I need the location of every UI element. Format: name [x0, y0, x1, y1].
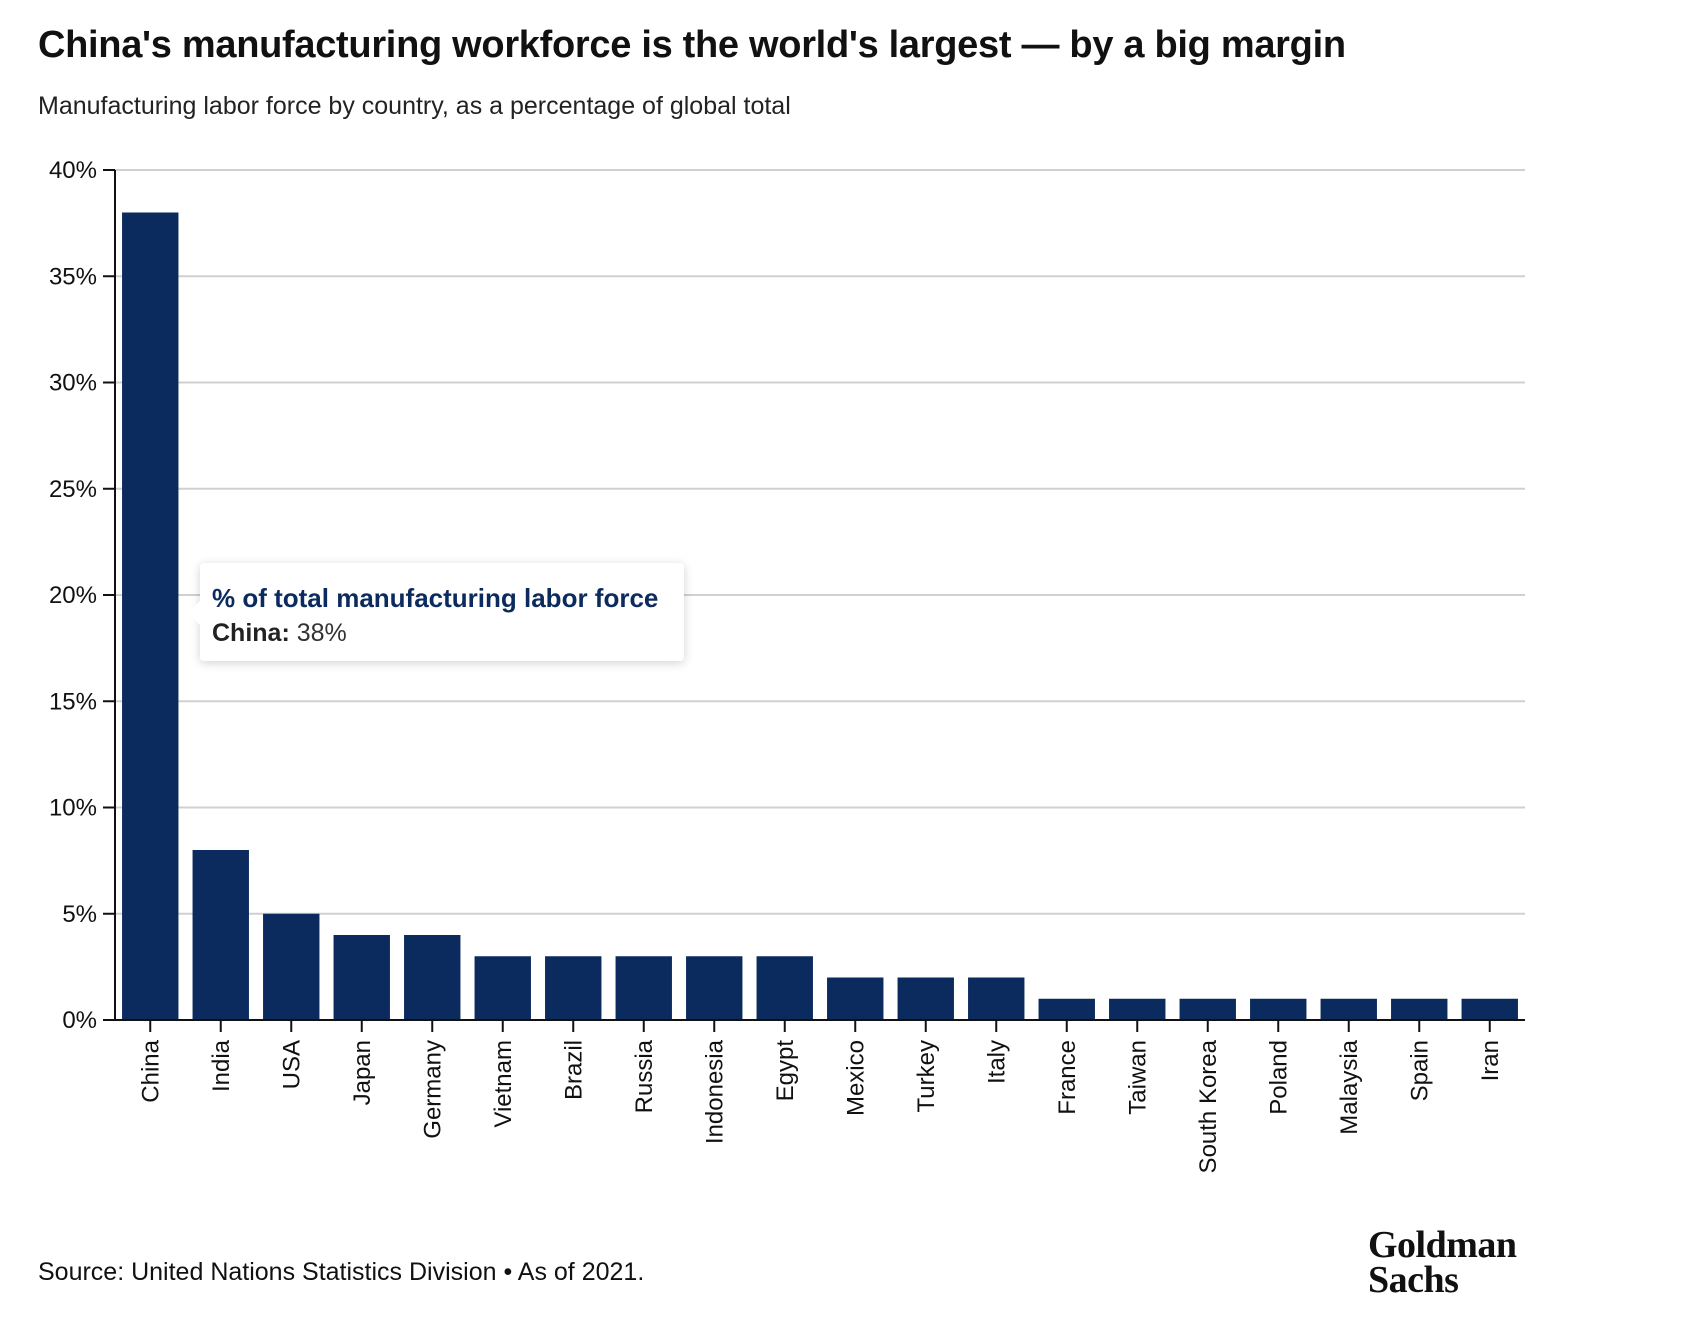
- bar-vietnam[interactable]: [474, 956, 531, 1020]
- chart-subtitle: Manufacturing labor force by country, as…: [38, 92, 791, 120]
- x-tick-label: Iran: [1477, 1040, 1504, 1081]
- x-tick-label: Poland: [1265, 1040, 1292, 1115]
- x-tick-label: Egypt: [772, 1040, 799, 1102]
- grid-lines: [115, 169, 1525, 915]
- x-tick-label: Indonesia: [701, 1039, 728, 1144]
- bar-iran[interactable]: [1461, 998, 1518, 1020]
- tooltip-title: % of total manufacturing labor force: [212, 583, 659, 613]
- x-tick-label: Italy: [983, 1040, 1010, 1084]
- bar-spain[interactable]: [1391, 998, 1448, 1020]
- x-tick-label: India: [208, 1039, 235, 1092]
- logo-line-1: Goldman: [1368, 1224, 1517, 1266]
- bar-indonesia[interactable]: [686, 956, 743, 1020]
- bar-japan[interactable]: [333, 935, 390, 1020]
- y-tick-label: 15%: [49, 688, 97, 715]
- x-tick-label: Germany: [419, 1040, 446, 1139]
- bar-germany[interactable]: [404, 935, 461, 1020]
- x-tick-label: Mexico: [842, 1040, 869, 1116]
- x-tick-label: Vietnam: [490, 1040, 517, 1128]
- bar-malaysia[interactable]: [1320, 998, 1377, 1020]
- bar-taiwan[interactable]: [1109, 998, 1166, 1020]
- logo-line-2: Sachs: [1368, 1259, 1459, 1301]
- bar-brazil[interactable]: [545, 956, 602, 1020]
- x-tick-label: Russia: [631, 1039, 658, 1113]
- y-tick-label: 40%: [49, 157, 97, 184]
- bar-france[interactable]: [1038, 998, 1095, 1020]
- bar-south-korea[interactable]: [1179, 998, 1236, 1020]
- tooltip-country: China:: [212, 619, 290, 647]
- bar-egypt[interactable]: [756, 956, 813, 1020]
- bar-usa[interactable]: [263, 913, 320, 1020]
- bar-chart: 0% 5% 10% 15% 20% 25% 30% 35% 40% China India USA J…: [49, 157, 1525, 1173]
- y-tick-label: 5%: [62, 901, 97, 928]
- x-tick-label: Malaysia: [1336, 1039, 1363, 1134]
- bars[interactable]: [122, 212, 1518, 1021]
- x-tick-label: South Korea: [1195, 1039, 1222, 1173]
- x-tick-label: Spain: [1406, 1040, 1433, 1101]
- y-tick-label: 35%: [49, 263, 97, 290]
- chart-title: China's manufacturing workforce is the w…: [38, 24, 1346, 66]
- x-tick-label: Japan: [349, 1040, 376, 1105]
- y-axis-ticks: 0% 5% 10% 15% 20% 25% 30% 35% 40%: [49, 157, 115, 1034]
- x-tick-label: France: [1054, 1040, 1081, 1115]
- bar-india[interactable]: [192, 850, 249, 1020]
- bar-turkey[interactable]: [897, 977, 954, 1021]
- tooltip-value-line: China: 38%: [212, 619, 347, 648]
- y-tick-label: 20%: [49, 582, 97, 609]
- y-tick-label: 25%: [49, 476, 97, 503]
- tooltip: % of total manufacturing labor force Chi…: [188, 563, 684, 661]
- y-tick-label: 10%: [49, 795, 97, 822]
- x-tick-label: USA: [278, 1040, 305, 1089]
- bar-poland[interactable]: [1250, 998, 1307, 1020]
- y-tick-label: 30%: [49, 370, 97, 397]
- bar-russia[interactable]: [615, 956, 672, 1020]
- x-tick-label: Brazil: [560, 1040, 587, 1100]
- goldman-sachs-logo: Goldman Sachs: [1368, 1224, 1517, 1301]
- x-tick-label: Turkey: [913, 1040, 940, 1112]
- x-axis-ticks: China India USA Japan Germany Vietnam Brazil Ru…: [137, 1020, 1504, 1173]
- bar-mexico[interactable]: [827, 977, 884, 1021]
- x-tick-label: Taiwan: [1124, 1040, 1151, 1115]
- tooltip-value: 38%: [296, 619, 347, 647]
- y-tick-label: 0%: [62, 1007, 97, 1034]
- x-tick-label: China: [137, 1039, 164, 1102]
- bar-china[interactable]: [122, 212, 179, 1021]
- bar-italy[interactable]: [968, 977, 1025, 1021]
- source-note: Source: United Nations Statistics Divisi…: [38, 1258, 645, 1286]
